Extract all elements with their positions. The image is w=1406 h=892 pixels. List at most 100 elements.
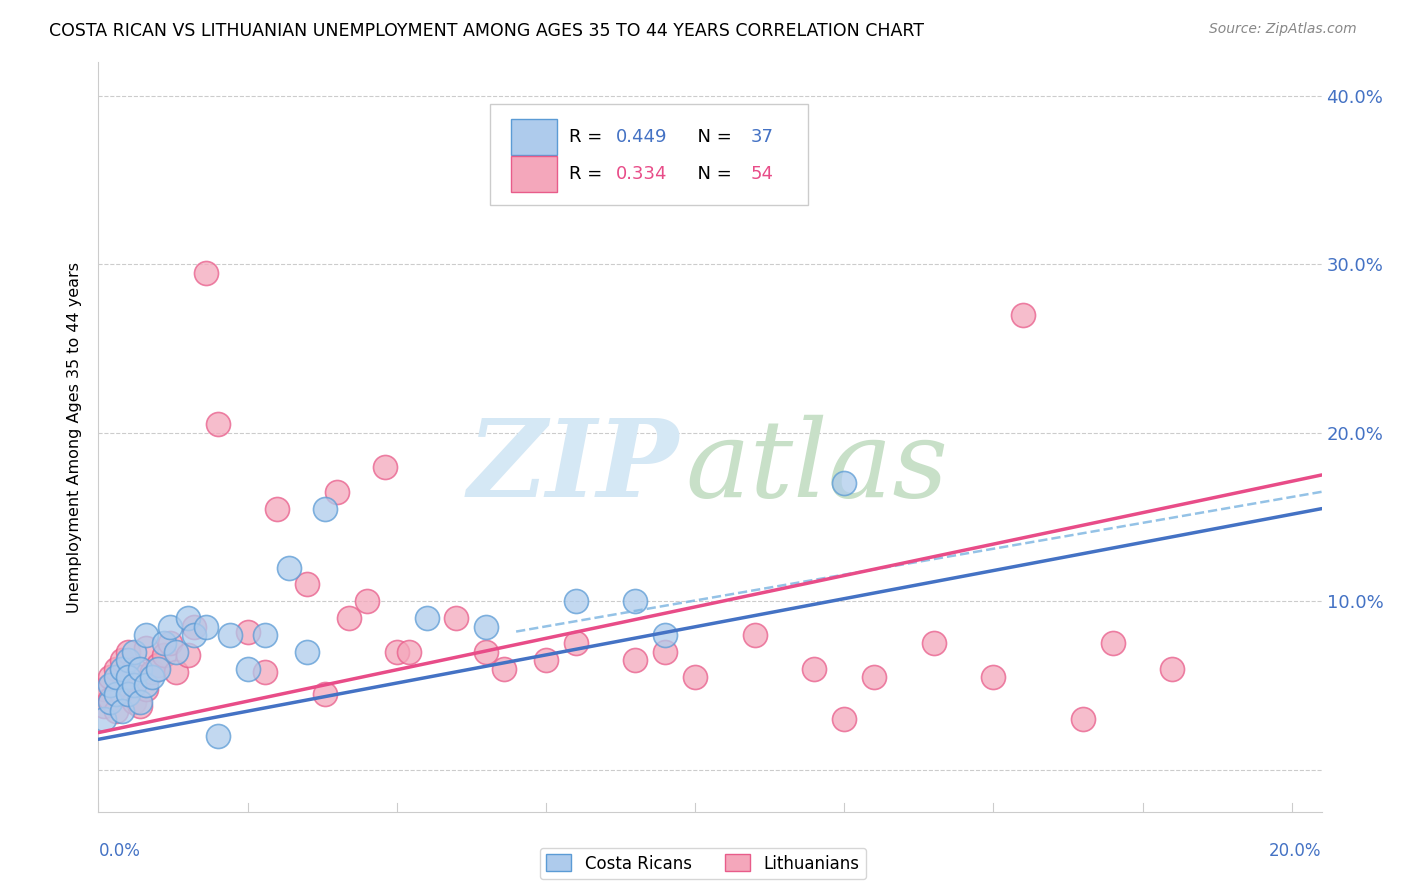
FancyBboxPatch shape [510, 156, 557, 192]
Point [624, 653, 647, 667]
Point [832, 476, 855, 491]
Point [683, 670, 706, 684]
Point [194, 266, 217, 280]
Point [122, 645, 145, 659]
Point [337, 611, 360, 625]
Text: N =: N = [686, 128, 737, 145]
Point [98, 695, 121, 709]
Point [117, 645, 139, 659]
Point [146, 658, 169, 673]
Point [141, 670, 163, 684]
Text: 20.0%: 20.0% [1270, 842, 1322, 860]
Point [105, 662, 128, 676]
Point [207, 729, 229, 743]
Point [475, 619, 498, 633]
Point [153, 636, 176, 650]
Point [446, 611, 468, 625]
Text: COSTA RICAN VS LITHUANIAN UNEMPLOYMENT AMONG AGES 35 TO 44 YEARS CORRELATION CHA: COSTA RICAN VS LITHUANIAN UNEMPLOYMENT A… [49, 22, 924, 40]
Point [654, 645, 676, 659]
Point [278, 560, 301, 574]
Point [1161, 662, 1184, 676]
Point [93, 681, 115, 696]
Point [93, 712, 115, 726]
Point [398, 645, 420, 659]
Point [565, 594, 588, 608]
Point [135, 641, 157, 656]
Point [122, 695, 145, 709]
Legend: Costa Ricans, Lithuanians: Costa Ricans, Lithuanians [540, 847, 866, 880]
FancyBboxPatch shape [510, 119, 557, 154]
Point [117, 687, 139, 701]
Point [129, 670, 152, 684]
Point [165, 645, 187, 659]
Point [194, 619, 217, 633]
Point [117, 670, 139, 684]
Point [385, 645, 408, 659]
Text: atlas: atlas [686, 415, 949, 520]
Point [135, 628, 157, 642]
Text: R =: R = [569, 165, 609, 183]
Point [832, 712, 855, 726]
Point [744, 628, 766, 642]
Point [146, 662, 169, 676]
Point [266, 501, 288, 516]
Point [254, 628, 277, 642]
Point [1071, 712, 1094, 726]
Point [177, 648, 200, 662]
Point [218, 628, 240, 642]
Point [475, 645, 498, 659]
Point [98, 692, 121, 706]
Point [98, 670, 121, 684]
Point [183, 619, 205, 633]
Point [624, 594, 647, 608]
Point [105, 704, 128, 718]
Text: ZIP: ZIP [468, 414, 679, 520]
Point [314, 687, 336, 701]
Point [105, 687, 128, 701]
Point [534, 653, 557, 667]
Point [177, 611, 200, 625]
Point [236, 662, 259, 676]
Point [111, 704, 134, 718]
Point [565, 636, 588, 650]
Point [111, 687, 134, 701]
Point [297, 645, 319, 659]
Text: 0.0%: 0.0% [98, 842, 141, 860]
Text: 0.334: 0.334 [616, 165, 668, 183]
Point [803, 662, 825, 676]
Point [129, 695, 152, 709]
Point [135, 678, 157, 692]
Point [153, 648, 176, 662]
Point [129, 698, 152, 713]
Point [326, 484, 349, 499]
Point [494, 662, 516, 676]
Point [105, 670, 128, 684]
Point [374, 459, 396, 474]
Point [122, 662, 145, 676]
Point [117, 678, 139, 692]
Text: R =: R = [569, 128, 609, 145]
Point [863, 670, 886, 684]
Point [297, 577, 319, 591]
Point [1012, 308, 1035, 322]
Point [183, 628, 205, 642]
Text: N =: N = [686, 165, 737, 183]
Text: 37: 37 [751, 128, 773, 145]
Text: Source: ZipAtlas.com: Source: ZipAtlas.com [1209, 22, 1357, 37]
Text: 0.449: 0.449 [616, 128, 668, 145]
Point [254, 665, 277, 679]
FancyBboxPatch shape [489, 103, 808, 205]
Point [236, 624, 259, 639]
Point [415, 611, 437, 625]
Point [356, 594, 378, 608]
Y-axis label: Unemployment Among Ages 35 to 44 years: Unemployment Among Ages 35 to 44 years [67, 261, 83, 613]
Point [983, 670, 1005, 684]
Point [1101, 636, 1123, 650]
Text: 54: 54 [751, 165, 773, 183]
Point [654, 628, 676, 642]
Point [117, 653, 139, 667]
Point [922, 636, 945, 650]
Point [122, 678, 145, 692]
Point [93, 698, 115, 713]
Point [159, 619, 181, 633]
